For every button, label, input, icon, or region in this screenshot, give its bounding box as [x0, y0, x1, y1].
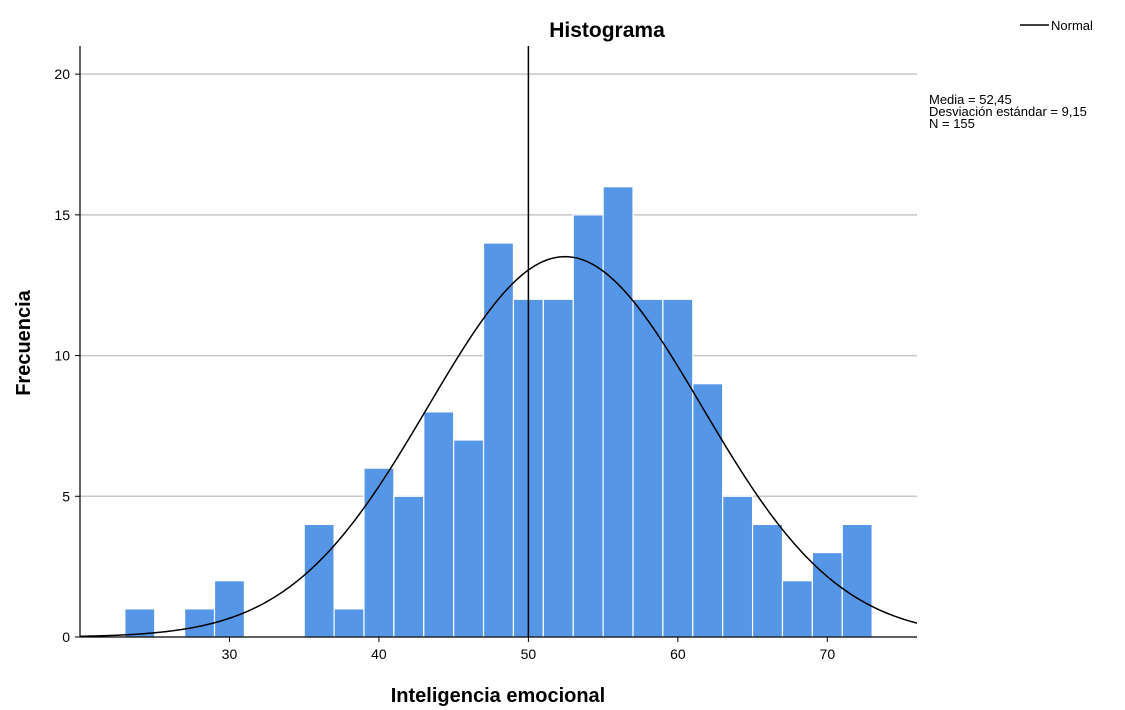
legend: Normal — [1020, 18, 1093, 33]
x-axis-label: Inteligencia emocional — [391, 685, 606, 707]
stats-n: N = 155 — [929, 116, 975, 131]
histogram-bar-0 — [124, 608, 156, 638]
stats-sd: Desviación estándar = 9,15 — [929, 104, 1087, 119]
histogram-bar-9 — [482, 242, 515, 638]
histogram-bar-8 — [453, 439, 485, 638]
chart-title: Histograma — [549, 19, 665, 42]
y-tick-label-20: 20 — [54, 66, 70, 82]
normal-curve — [79, 255, 918, 638]
x-tick-label-60: 60 — [670, 646, 686, 662]
histogram-bar-20 — [811, 551, 843, 638]
y-tick-label-10: 10 — [54, 348, 70, 364]
histogram-bar-3 — [303, 523, 335, 638]
histogram-bar-1 — [184, 608, 216, 638]
y-axis-ticks: 0 5 10 15 20 — [54, 66, 80, 645]
histogram-bar-17 — [722, 495, 754, 638]
stats-box: Media = 52,45 Desviación estándar = 9,15… — [929, 92, 1087, 131]
histogram-bar-14 — [632, 298, 664, 638]
stats-mean: Media = 52,45 — [929, 92, 1012, 107]
x-tick-label-40: 40 — [371, 646, 387, 662]
histogram-bar-19 — [781, 580, 813, 638]
histogram-bar-21 — [841, 523, 873, 638]
histogram-bar-12 — [572, 214, 604, 638]
histogram-bar-11 — [542, 298, 574, 638]
x-tick-label-70: 70 — [820, 646, 836, 662]
histogram-bar-16 — [692, 383, 724, 638]
x-tick-label-50: 50 — [521, 646, 537, 662]
x-tick-label-30: 30 — [222, 646, 238, 662]
histogram-bar-2 — [213, 580, 246, 638]
histogram-bar-6 — [393, 495, 425, 638]
histogram-bar-18 — [751, 523, 784, 638]
y-tick-label-5: 5 — [62, 488, 70, 504]
axes — [79, 46, 917, 638]
histogram-bar-15 — [662, 298, 694, 638]
y-tick-label-0: 0 — [62, 629, 70, 645]
histogram-bars — [124, 186, 873, 638]
legend-normal-label: Normal — [1051, 18, 1093, 33]
histogram-bar-5 — [363, 467, 395, 638]
histogram-bar-13 — [602, 186, 634, 638]
y-axis-label: Frecuencia — [13, 289, 35, 395]
x-axis-ticks: 30 40 50 60 70 — [222, 637, 836, 662]
histogram-bar-7 — [423, 411, 455, 638]
normal-curve-layer — [79, 255, 918, 638]
y-tick-label-15: 15 — [54, 207, 70, 223]
histogram-bar-4 — [333, 608, 365, 638]
